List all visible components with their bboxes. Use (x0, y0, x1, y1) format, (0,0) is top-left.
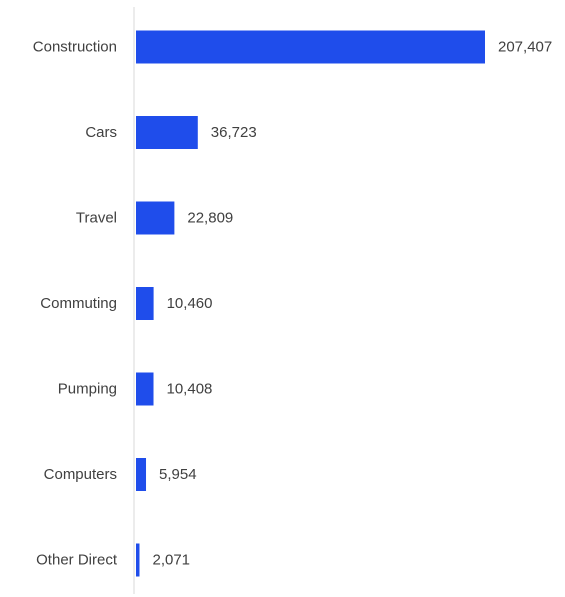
bar-commuting (136, 287, 154, 320)
value-labels-group: 207,407 36,723 22,809 10,460 10,408 5,954 2,07… (152, 39, 552, 569)
value-label: 10,408 (167, 381, 213, 398)
value-label: 5,954 (159, 466, 197, 483)
bar-construction (136, 30, 485, 64)
category-label: Computers (44, 466, 117, 483)
category-label: Cars (85, 124, 117, 141)
value-label: 2,071 (152, 552, 190, 569)
category-label: Travel (76, 210, 117, 227)
bar-pumping (136, 372, 154, 406)
bar-computers (136, 458, 147, 491)
bar-travel (136, 201, 175, 235)
category-label: Pumping (58, 381, 117, 398)
value-label: 10,460 (167, 295, 213, 312)
category-label: Commuting (40, 295, 117, 312)
bar-cars (136, 116, 198, 149)
category-label: Construction (33, 39, 117, 56)
value-label: 36,723 (211, 124, 257, 141)
value-label: 207,407 (498, 39, 552, 56)
value-label: 22,809 (187, 210, 233, 227)
category-label: Other Direct (36, 552, 118, 569)
bar-other-direct (136, 543, 140, 577)
bars-group (136, 30, 485, 577)
category-labels-group: Construction Cars Travel Commuting Pumping Co… (33, 39, 118, 569)
